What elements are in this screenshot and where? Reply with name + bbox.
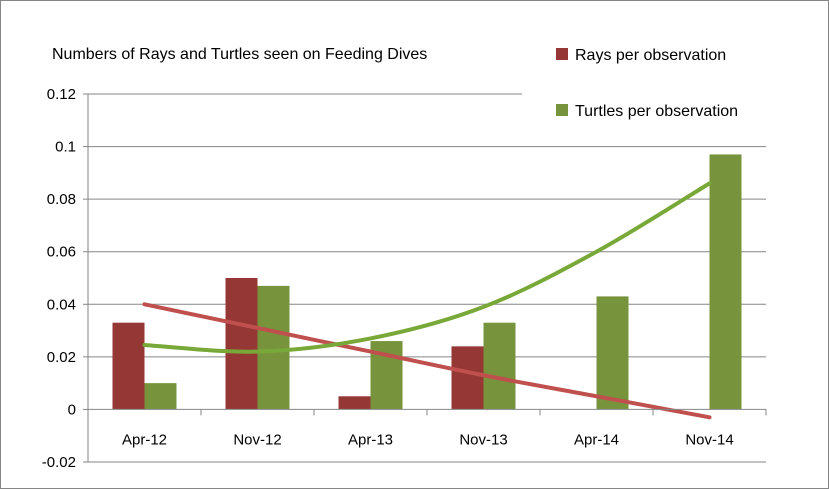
x-tick-label: Nov-13	[459, 431, 507, 448]
trendlines	[142, 181, 712, 420]
y-tick-label: 0.04	[47, 296, 76, 313]
y-tick-label: 0.06	[47, 244, 76, 261]
bars	[112, 154, 742, 410]
bar-turtles	[144, 383, 177, 410]
y-tick-label: 0.08	[47, 191, 76, 208]
y-tick-label: 0.02	[47, 349, 76, 366]
y-tick-label: 0.12	[47, 86, 76, 103]
bar-turtles	[257, 285, 290, 410]
y-tick-label: -0.02	[42, 454, 76, 471]
x-tick-label: Apr-13	[348, 431, 393, 448]
trendline-rays	[142, 302, 712, 420]
bar-turtles	[596, 296, 629, 410]
bar-rays	[225, 278, 258, 410]
bar-turtles	[709, 154, 742, 410]
y-tick-label: 0.1	[55, 139, 76, 156]
axes: -0.02 0 0.02 0.04 0.06 0.08 0.1 0.12 Apr-12 Nov-1…	[42, 86, 767, 471]
x-tick-label: Nov-12	[233, 431, 281, 448]
legend-swatch-rays	[556, 48, 568, 60]
x-tick-label: Nov-14	[685, 431, 733, 448]
y-tick-label: 0	[68, 401, 76, 418]
bar-rays	[338, 396, 371, 410]
legend: Rays per observation Turtles per observat…	[556, 47, 738, 120]
legend-label-turtles: Turtles per observation	[575, 103, 738, 120]
bar-turtles	[483, 322, 516, 410]
bar-rays	[112, 322, 145, 410]
trendline-turtles	[142, 181, 712, 354]
x-tick-label: Apr-14	[574, 431, 619, 448]
chart-title: Numbers of Rays and Turtles seen on Feed…	[52, 46, 427, 63]
legend-label-rays: Rays per observation	[575, 47, 726, 64]
legend-swatch-turtles	[556, 104, 568, 116]
x-tick-label: Apr-12	[122, 431, 167, 448]
gridlines	[88, 93, 766, 463]
bar-rays	[451, 346, 484, 410]
